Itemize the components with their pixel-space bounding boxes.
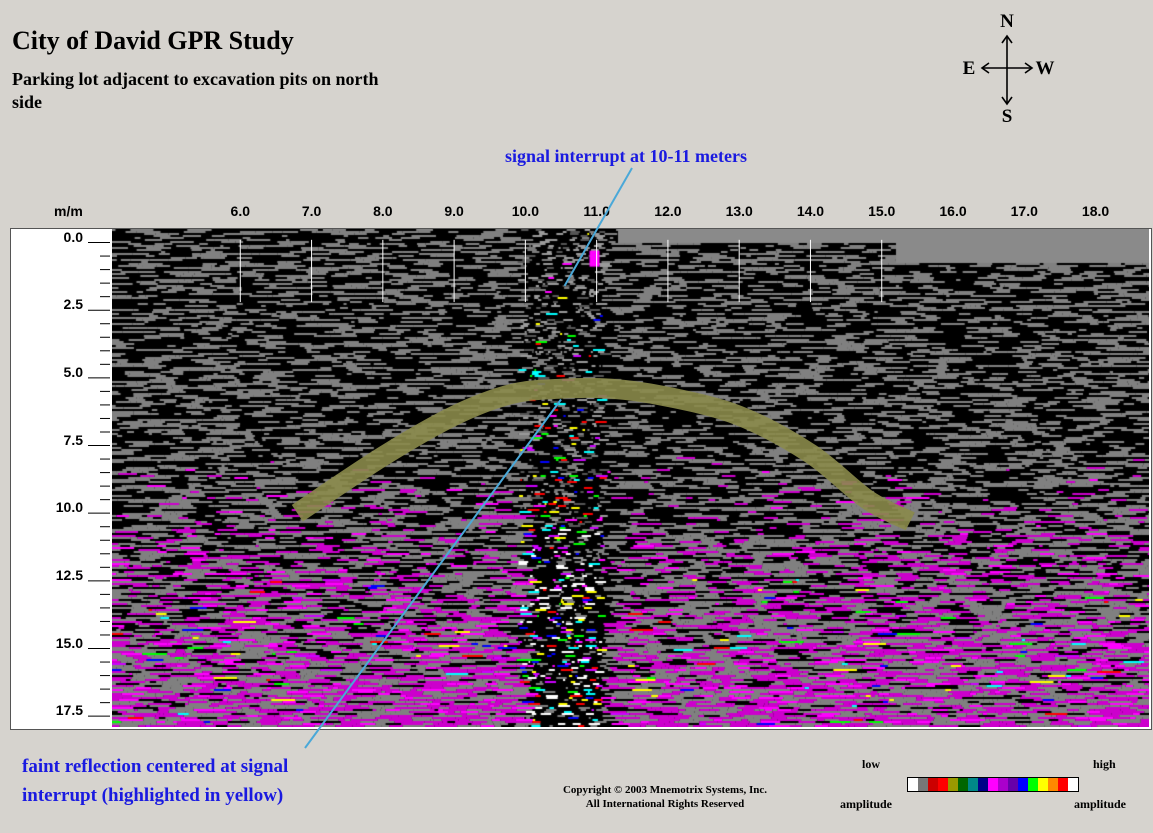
copyright-notice: Copyright © 2003 Mnemotrix Systems, Inc.… [510, 783, 820, 811]
x-tick-label: 13.0 [725, 203, 753, 219]
y-tick-label: 5.0 [63, 363, 83, 380]
legend-amplitude-left: amplitude [840, 797, 893, 811]
compass-east: E [963, 58, 976, 79]
color-bar-swatch [1028, 778, 1038, 791]
y-tick-label: 2.5 [63, 296, 83, 313]
legend-amplitude-right: amplitude [1074, 797, 1127, 811]
annotation-signal-interrupt: signal interrupt at 10-11 meters [505, 146, 747, 166]
annotation-faint-reflection-line2: interrupt (highlighted in yellow) [22, 785, 284, 806]
compass-south: S [1002, 106, 1013, 124]
compass-north: N [1000, 11, 1014, 32]
x-tick-label: 16.0 [939, 203, 967, 219]
y-axis-panel: 0.0 2.5 5.0 7.5 10.0 12.5 15.0 17.5 [11, 229, 111, 727]
x-tick-label: 17.0 [1010, 203, 1038, 219]
annotation-faint-reflection: faint reflection centered at signal inte… [22, 752, 422, 810]
color-bar-swatch [1068, 778, 1078, 791]
color-bar-swatch [948, 778, 958, 791]
copyright-line2: All International Rights Reserved [585, 798, 745, 810]
color-bar-swatch [958, 778, 968, 791]
amplitude-color-bar [907, 777, 1079, 792]
legend-low-label: low [862, 757, 880, 771]
color-bar-swatch [1048, 778, 1058, 791]
copyright-line1: Copyright © 2003 Mnemotrix Systems, Inc. [562, 784, 768, 796]
page-title: City of David GPR Study [12, 26, 294, 55]
x-tick-label: 6.0 [230, 203, 251, 219]
compass-arrows-icon [980, 34, 1034, 106]
y-tick-label: 17.5 [55, 702, 83, 719]
color-bar-swatch [998, 778, 1008, 791]
color-bar-swatch [938, 778, 948, 791]
y-tick-label: 7.5 [63, 431, 83, 448]
color-bar-swatch [1038, 778, 1048, 791]
x-tick-label: 14.0 [796, 203, 825, 219]
color-bar-swatch [1018, 778, 1028, 791]
compass-west: W [1036, 58, 1055, 79]
x-tick-label: 8.0 [373, 203, 393, 219]
annotation-faint-reflection-line1: faint reflection centered at signal [22, 756, 289, 777]
color-bar-swatch [968, 778, 978, 791]
x-tick-label: 11.0 [583, 203, 610, 219]
x-tick-label: 18.0 [1081, 203, 1110, 219]
y-axis-tick-marks [88, 242, 110, 717]
x-tick-label: 15.0 [868, 203, 896, 219]
y-tick-label: 10.0 [55, 499, 83, 516]
color-bar-swatch [1058, 778, 1068, 791]
color-bar-swatch [978, 778, 988, 791]
color-bar-swatch [988, 778, 998, 791]
y-tick-label: 12.5 [55, 566, 83, 583]
x-tick-label: 7.0 [301, 203, 322, 219]
axis-unit-label: m/m [54, 203, 83, 219]
gpr-radargram [112, 229, 1149, 727]
color-bar-swatch [928, 778, 938, 791]
legend-high-label: high [1093, 757, 1116, 771]
color-bar-swatch [1008, 778, 1018, 791]
y-tick-label: 0.0 [63, 228, 83, 245]
color-bar-swatch [918, 778, 928, 791]
x-tick-label: 9.0 [444, 203, 464, 219]
x-tick-label: 10.0 [511, 203, 539, 219]
page-subtitle: Parking lot adjacent to excavation pits … [12, 69, 379, 112]
compass-rose: N S E W [963, 11, 1055, 124]
color-bar-swatch [908, 778, 918, 791]
y-tick-label: 15.0 [55, 634, 83, 651]
x-tick-label: 12.0 [654, 203, 682, 219]
